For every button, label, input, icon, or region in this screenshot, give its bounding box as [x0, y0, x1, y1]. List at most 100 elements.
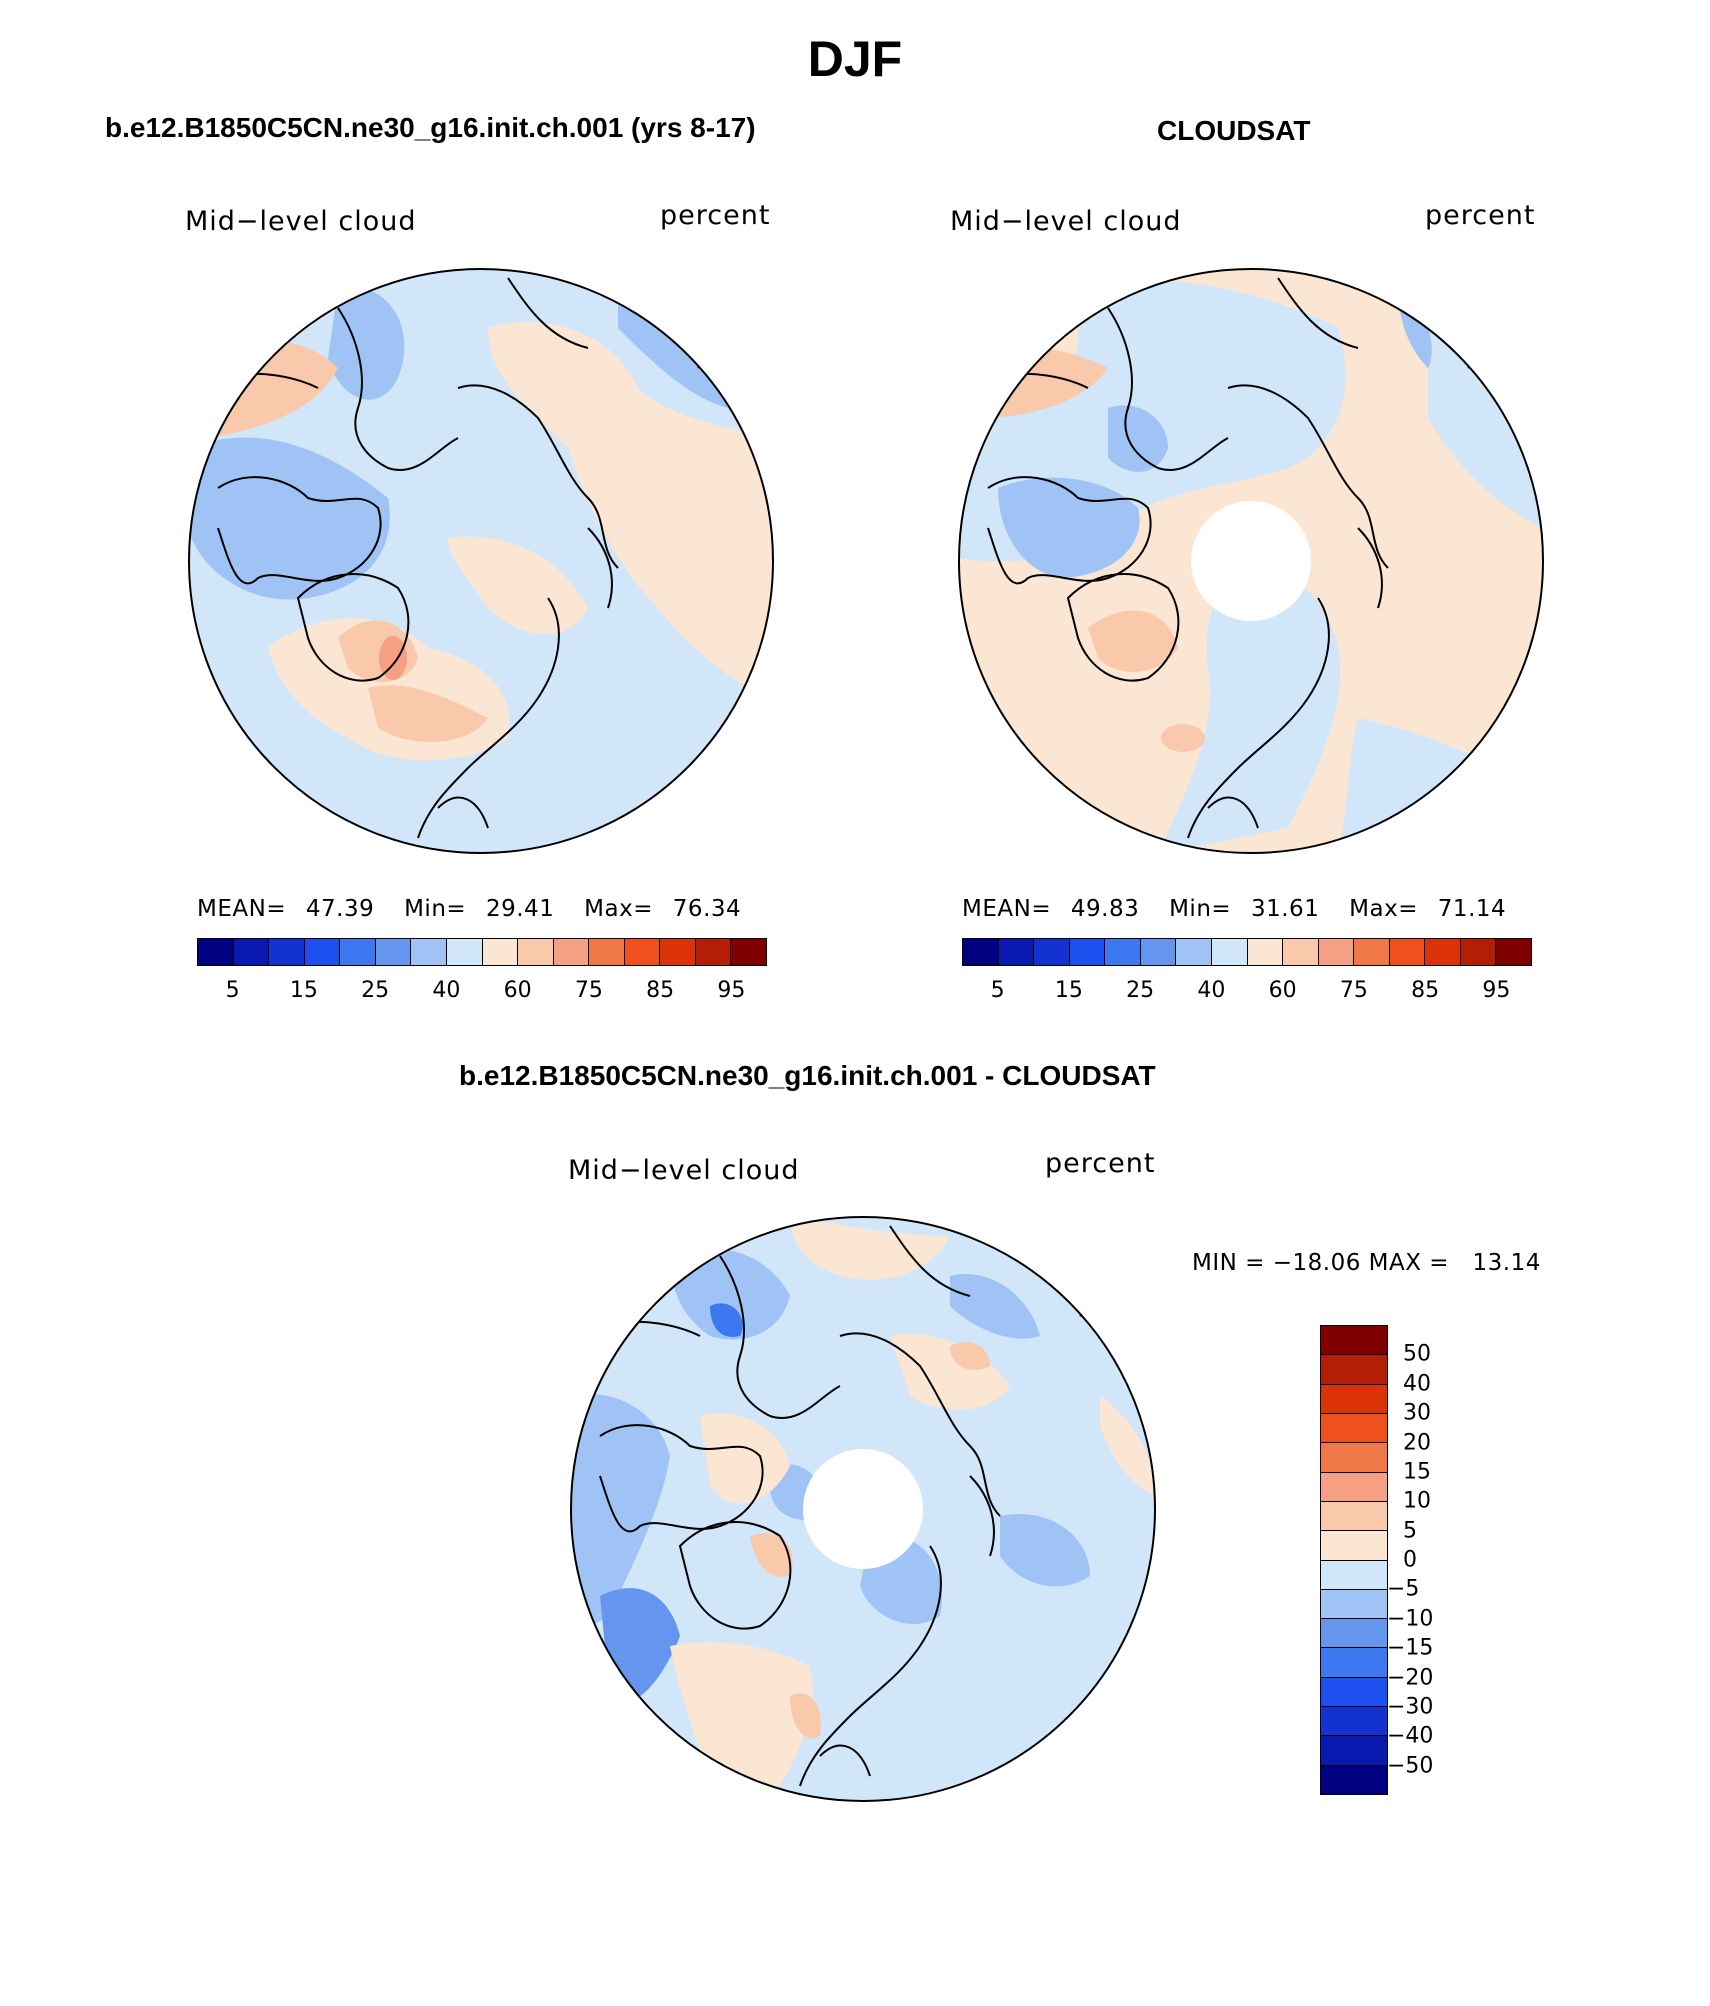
panel-2-region-salmon: [1088, 610, 1178, 672]
panel-1-colorbar-tick-label: 40: [432, 978, 461, 1003]
panel-3-variable-label: Mid−level cloud: [568, 1155, 800, 1186]
panel-1-colorbar-swatch: [233, 939, 270, 965]
panel-2-stats: MEAN= 49.83 Min= 31.61 Max= 71.14: [962, 896, 1506, 922]
panel-2-colorbar-swatch: [1425, 939, 1461, 965]
panel-2-max-value: 71.14: [1437, 896, 1507, 922]
panel-3-colorbar-tick-label: 10: [1403, 1488, 1431, 1514]
panel-2-colorbar-ticks: 5 15 25 40 60 75 85 95: [962, 978, 1532, 1008]
panel-1-coastline: [587, 527, 613, 609]
panel-1-max-label: Max=: [584, 896, 653, 922]
panel-3-colorbar-swatch: [1321, 1648, 1387, 1678]
panel-3-region-peach: [790, 1217, 950, 1280]
panel-1-colorbar-swatch: [340, 939, 376, 965]
panel-2-coastline: [1357, 527, 1383, 609]
panel-3-colorbar-swatch: [1321, 1677, 1387, 1708]
panel-3-colorbar-tick-label: 0: [1403, 1547, 1417, 1573]
panel-3-colorbar-tick-label: 30: [1403, 1400, 1431, 1426]
panel-3-region-peach: [750, 1533, 793, 1577]
panel-2-coastline: [1277, 277, 1359, 349]
panel-2-coastline: [1207, 796, 1259, 829]
panel-1-mean-value: 47.39: [305, 896, 375, 922]
panel-2-region-blue: [998, 477, 1140, 578]
panel-3-colorbar-tick-label: −15: [1387, 1635, 1434, 1661]
panel-1-min-value: 29.41: [485, 896, 555, 922]
panel-1-title: b.e12.B1850C5CN.ne30_g16.init.ch.001 (yr…: [105, 112, 756, 143]
panel-3-region-blue: [710, 1303, 743, 1337]
panel-3-region-peach: [1100, 1396, 1155, 1496]
panel-3-coastline: [839, 1332, 1001, 1517]
panel-1-colorbar-swatch: [198, 939, 234, 965]
panel-1-colorbar-tick-label: 75: [574, 978, 603, 1003]
panel-3-colorbar-swatch: [1321, 1707, 1387, 1737]
panel-3-region-salmon: [790, 1693, 821, 1739]
panel-1-colorbar-tick-label: 85: [646, 978, 675, 1003]
panel-1-coastline: [217, 476, 382, 585]
panel-3-colorbar-swatch: [1321, 1589, 1387, 1620]
panel-3-coastline: [819, 1744, 871, 1777]
panel-3-colorbar-tick-label: −50: [1387, 1753, 1434, 1779]
panel-3-colorbar-tick-label: −5: [1387, 1576, 1420, 1602]
panel-3-coastline: [719, 1255, 841, 1419]
panel-2-colorbar-swatch: [963, 939, 999, 965]
panel-1-region-light-blue: [328, 286, 405, 400]
panel-1-colorbar-ticks: 5 15 25 40 60 75 85 95: [197, 978, 767, 1008]
panel-3-colorbar-swatch: [1321, 1472, 1387, 1502]
panel-1-colorbar: [197, 938, 767, 966]
panel-3-colorbar-tick-label: −40: [1387, 1723, 1434, 1749]
panel-2-colorbar-tick-label: 25: [1126, 978, 1155, 1003]
panel-1-colorbar-swatch: [304, 939, 341, 965]
panel-2-variable-label: Mid−level cloud: [950, 206, 1182, 237]
panel-1-colorbar-swatch: [731, 939, 766, 965]
panel-2-colorbar-tick-label: 60: [1268, 978, 1297, 1003]
panel-2-region-light-blue: [1158, 566, 1340, 853]
panel-1-colorbar-swatch: [695, 939, 732, 965]
panel-1-colorbar-swatch: [446, 939, 483, 965]
panel-1-coastline: [697, 317, 707, 369]
panel-2-min-label: Min=: [1169, 896, 1232, 922]
panel-1-region-max: [379, 636, 407, 680]
panel-2-colorbar-swatch: [1283, 939, 1319, 965]
panel-1-coastline: [337, 307, 459, 471]
panel-2-colorbar-swatch: [1069, 939, 1106, 965]
panel-1-colorbar-tick-label: 5: [225, 978, 240, 1003]
panel-1-colorbar-swatch: [553, 939, 590, 965]
panel-2-mean-value: 49.83: [1070, 896, 1140, 922]
panel-3-colorbar-swatch: [1321, 1413, 1387, 1444]
panel-1-colorbar-tick-label: 95: [717, 978, 746, 1003]
panel-2-colorbar-tick-label: 95: [1482, 978, 1511, 1003]
panel-3-colorbar: [1320, 1325, 1388, 1795]
panel-1-colorbar-swatch: [269, 939, 305, 965]
panel-3-region-blue: [950, 1274, 1040, 1339]
panel-1-colorbar-tick-label: 15: [289, 978, 318, 1003]
panel-1-min-label: Min=: [404, 896, 467, 922]
panel-1-stats: MEAN= 47.39 Min= 29.41 Max= 76.34: [197, 896, 741, 922]
panel-3-coastline: [969, 1475, 995, 1557]
panel-2-units-label: percent: [1425, 200, 1536, 231]
panel-3-region-blue: [670, 1248, 790, 1340]
panel-1-mean-label: MEAN=: [197, 896, 287, 922]
panel-3-coastline: [599, 1424, 764, 1533]
panel-2-colorbar-swatch: [1211, 939, 1248, 965]
panel-3-minmax: MIN = −18.06 MAX = 13.14: [1192, 1250, 1541, 1276]
panel-2-colorbar: [962, 938, 1532, 966]
panel-2-colorbar-tick-label: 5: [990, 978, 1005, 1003]
panel-1-coastline: [437, 796, 489, 829]
panel-2-region-blue: [1108, 405, 1168, 472]
panel-1-coastline: [507, 277, 589, 349]
panel-3-title: b.e12.B1850C5CN.ne30_g16.init.ch.001 - C…: [459, 1060, 1156, 1091]
panel-1-variable-label: Mid−level cloud: [185, 206, 417, 237]
panel-2-missing-data-pole: [1191, 501, 1311, 621]
panel-2-colorbar-tick-label: 15: [1054, 978, 1083, 1003]
panel-3-colorbar-swatch: [1321, 1443, 1387, 1473]
panel-2-min-value: 31.61: [1250, 896, 1320, 922]
panel-1-colorbar-swatch: [375, 939, 412, 965]
panel-3-colorbar-swatch: [1321, 1619, 1387, 1649]
panel-1-colorbar-swatch: [624, 939, 661, 965]
panel-1-colorbar-swatch: [518, 939, 554, 965]
panel-2-coastline: [1467, 317, 1477, 369]
panel-1-colorbar-tick-label: 25: [361, 978, 390, 1003]
panel-2-colorbar-swatch: [1354, 939, 1390, 965]
panel-2-region-salmon: [1161, 724, 1205, 752]
panel-3-colorbar-swatch: [1321, 1531, 1387, 1561]
panel-2-colorbar-tick-label: 40: [1197, 978, 1226, 1003]
